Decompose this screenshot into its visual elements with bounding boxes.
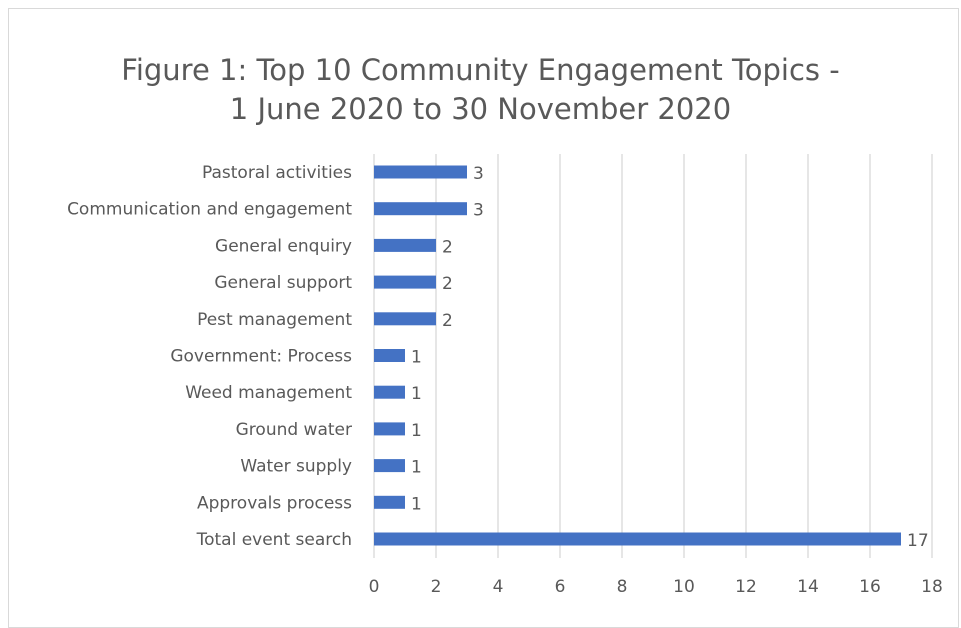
x-tick-label: 0 bbox=[369, 577, 380, 597]
chart-title-line-1: Figure 1: Top 10 Community Engagement To… bbox=[121, 53, 840, 87]
data-label: 1 bbox=[411, 384, 422, 404]
bar bbox=[374, 349, 405, 362]
bar bbox=[374, 459, 405, 473]
x-tick-label: 4 bbox=[493, 577, 504, 597]
data-label: 2 bbox=[442, 237, 453, 257]
bar bbox=[374, 422, 405, 436]
bar bbox=[374, 275, 436, 289]
bar bbox=[374, 532, 901, 546]
bar bbox=[374, 202, 467, 216]
chart-frame bbox=[8, 8, 959, 628]
bar bbox=[374, 312, 436, 326]
x-tick-label: 16 bbox=[859, 577, 881, 597]
bar bbox=[374, 165, 467, 179]
data-label: 1 bbox=[411, 458, 422, 478]
x-tick-label: 14 bbox=[797, 577, 819, 597]
data-label: 2 bbox=[442, 274, 453, 294]
data-label: 3 bbox=[473, 164, 484, 184]
x-tick-label: 2 bbox=[431, 577, 442, 597]
category-label: Pastoral activities bbox=[202, 163, 352, 183]
gridlines bbox=[373, 154, 933, 558]
x-tick-label: 8 bbox=[617, 577, 628, 597]
chart-title-line-2: 1 June 2020 to 30 November 2020 bbox=[229, 92, 732, 126]
x-tick-label: 18 bbox=[921, 577, 943, 597]
data-label: 2 bbox=[442, 311, 453, 331]
category-label: General enquiry bbox=[215, 236, 352, 256]
category-label: Approvals process bbox=[197, 493, 352, 513]
category-label: General support bbox=[214, 273, 352, 293]
data-label: 3 bbox=[473, 201, 484, 221]
bar bbox=[374, 385, 405, 399]
data-label: 17 bbox=[907, 531, 929, 551]
data-label: 1 bbox=[411, 421, 422, 441]
category-label: Total event search bbox=[196, 530, 352, 550]
x-tick-label: 12 bbox=[735, 577, 757, 597]
data-label: 1 bbox=[411, 494, 422, 514]
bar bbox=[374, 238, 436, 252]
category-label: Water supply bbox=[240, 457, 352, 477]
x-tick-label: 6 bbox=[555, 577, 566, 597]
x-tick-label: 10 bbox=[673, 577, 695, 597]
category-label: Communication and engagement bbox=[67, 200, 352, 220]
data-label: 1 bbox=[411, 348, 422, 368]
bars bbox=[374, 165, 901, 546]
category-label: Government: Process bbox=[170, 347, 352, 367]
category-label: Pest management bbox=[197, 310, 352, 330]
bar bbox=[374, 495, 405, 509]
category-label: Ground water bbox=[236, 420, 352, 440]
category-label: Weed management bbox=[185, 383, 352, 403]
